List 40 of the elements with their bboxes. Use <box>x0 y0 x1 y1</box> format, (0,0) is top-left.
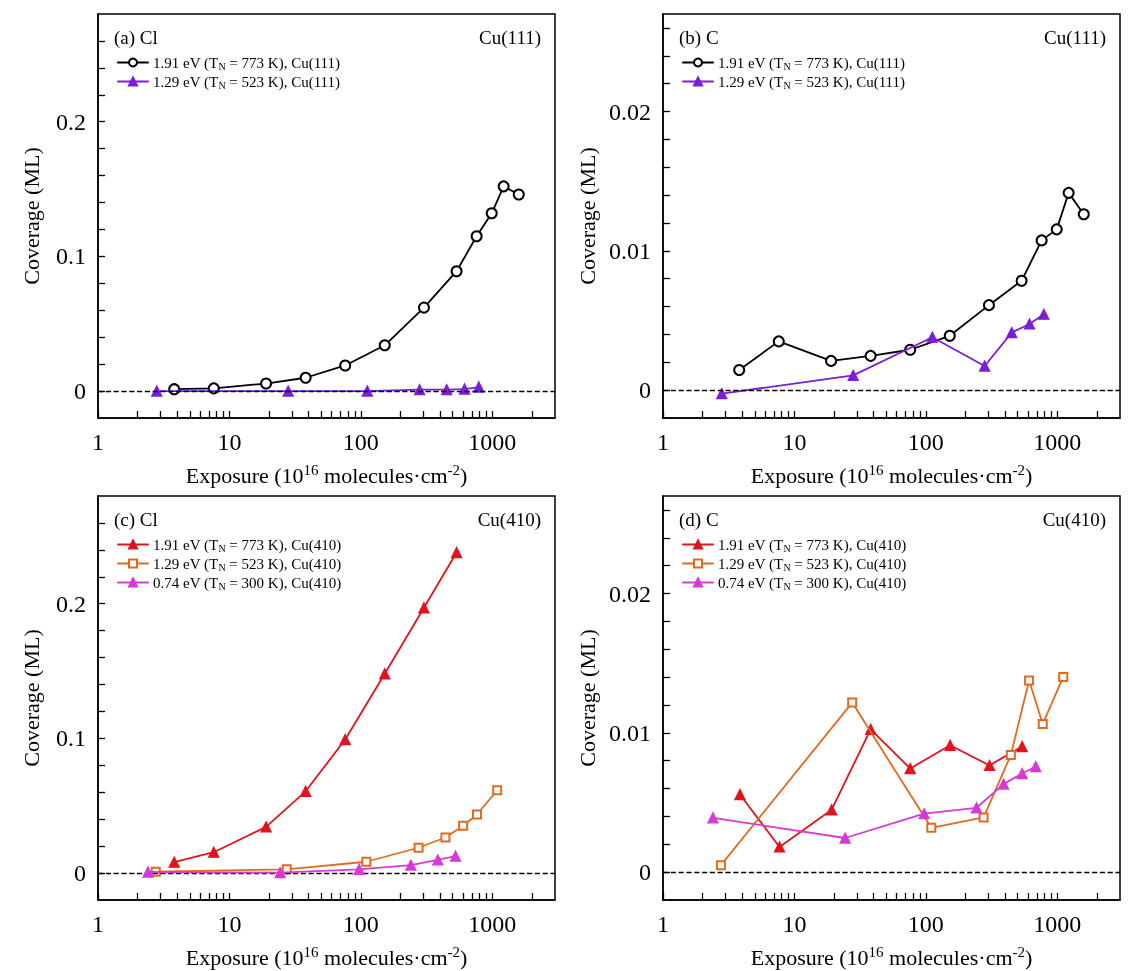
x-tick-label: 100 <box>342 911 379 937</box>
x-tick-label: 1 <box>92 429 104 455</box>
y-tick-label: 0.01 <box>609 237 651 264</box>
annotation: (b) C <box>679 27 719 49</box>
y-axis-title: Coverage (ML) <box>574 147 600 285</box>
y-tick-label: 0 <box>74 378 86 405</box>
x-tick-label: 10 <box>782 911 807 937</box>
x-tick-label: 1 <box>92 911 104 937</box>
y-axis-title: Coverage (ML) <box>574 629 600 767</box>
annotation: Cu(111) <box>479 27 541 49</box>
x-tick-label: 1000 <box>468 911 517 937</box>
annotation: (a) Cl <box>114 27 158 49</box>
y-tick-label: 0 <box>639 377 651 404</box>
x-tick-label: 1 <box>657 429 669 455</box>
x-tick-label: 10 <box>217 911 242 937</box>
x-tick-label: 1 <box>657 911 669 937</box>
x-tick-label: 10 <box>217 429 242 455</box>
y-tick-label: 0.1 <box>56 243 86 270</box>
x-tick-label: 1000 <box>1033 911 1082 937</box>
x-tick-label: 1000 <box>468 429 517 455</box>
x-tick-label: 100 <box>907 429 944 455</box>
x-tick-label: 1000 <box>1033 429 1082 455</box>
x-tick-label: 100 <box>907 911 944 937</box>
y-tick-label: 0.1 <box>56 725 86 752</box>
annotation: Cu(410) <box>477 509 541 531</box>
annotation: (c) Cl <box>114 509 158 531</box>
x-tick-label: 100 <box>342 429 379 455</box>
y-axis-title: Coverage (ML) <box>18 147 44 285</box>
y-tick-label: 0 <box>639 859 651 886</box>
y-tick-label: 0.2 <box>56 108 86 135</box>
y-tick-label: 0.2 <box>56 590 86 617</box>
y-tick-label: 0.02 <box>609 580 651 607</box>
y-tick-label: 0.02 <box>609 98 651 125</box>
x-tick-label: 10 <box>782 429 807 455</box>
annotation: Cu(111) <box>1044 27 1106 49</box>
y-tick-label: 0 <box>74 860 86 887</box>
y-tick-label: 0.01 <box>609 719 651 746</box>
annotation: Cu(410) <box>1042 509 1106 531</box>
annotation: (d) C <box>679 509 719 531</box>
y-axis-title: Coverage (ML) <box>18 629 44 767</box>
